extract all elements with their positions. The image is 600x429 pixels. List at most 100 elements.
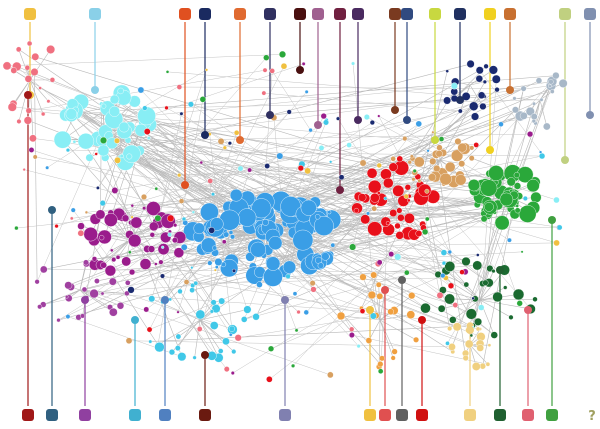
node [265, 256, 281, 271]
node [512, 96, 517, 101]
node [550, 89, 555, 94]
node [276, 152, 284, 160]
edge [103, 150, 183, 357]
node [125, 337, 133, 345]
node [454, 137, 462, 145]
node [177, 352, 187, 362]
node [467, 179, 481, 192]
node [488, 165, 504, 181]
node [390, 156, 396, 162]
node [109, 105, 120, 117]
node [512, 288, 525, 301]
category-icon [396, 409, 408, 421]
node [94, 278, 100, 284]
node [459, 269, 465, 275]
node [465, 308, 477, 320]
node [475, 326, 481, 332]
node [167, 214, 175, 222]
node [128, 234, 142, 248]
category-icon [199, 8, 211, 20]
edge [181, 113, 398, 258]
node [404, 269, 410, 276]
node [46, 45, 56, 54]
node [210, 299, 217, 306]
node [209, 321, 219, 330]
edge [185, 222, 482, 337]
node [535, 77, 543, 84]
edge [167, 71, 467, 97]
node [24, 75, 33, 83]
node [91, 256, 98, 262]
node [308, 127, 313, 133]
category-icon [494, 409, 506, 421]
node [210, 217, 224, 231]
node [445, 69, 449, 73]
node [294, 328, 299, 333]
node [424, 216, 430, 222]
node [437, 304, 446, 313]
node [2, 61, 12, 71]
node [143, 306, 150, 313]
node [130, 203, 135, 208]
node [383, 177, 394, 189]
node [464, 339, 474, 349]
hub-node [381, 286, 389, 294]
category-icon [334, 8, 346, 20]
node [407, 198, 411, 203]
edge [468, 88, 524, 345]
node [379, 355, 385, 362]
edge [34, 71, 38, 282]
edge [12, 106, 477, 146]
node [121, 256, 132, 267]
node [507, 237, 512, 243]
node [395, 231, 404, 240]
edge [146, 225, 257, 310]
hub-node [201, 131, 209, 139]
node [457, 108, 463, 114]
edge [18, 79, 31, 122]
edge [445, 109, 516, 180]
node [462, 354, 469, 362]
node [450, 82, 458, 90]
node [143, 128, 151, 135]
node [7, 102, 17, 112]
category-icon [416, 409, 428, 421]
node [101, 103, 107, 109]
node [443, 96, 452, 105]
node [128, 250, 132, 254]
node [176, 310, 180, 314]
node [139, 258, 152, 270]
node [189, 287, 195, 293]
node [420, 302, 431, 314]
node [539, 97, 544, 102]
edge [84, 289, 331, 376]
hub-node [398, 276, 406, 284]
edge [129, 115, 521, 235]
node [108, 277, 117, 286]
node [280, 62, 288, 70]
node [452, 322, 462, 332]
node [313, 216, 334, 236]
node [15, 46, 22, 53]
node [471, 112, 480, 121]
node [498, 121, 504, 127]
node [417, 178, 422, 183]
edge [418, 233, 490, 283]
node [309, 280, 316, 287]
hub-node [506, 86, 514, 94]
node [177, 173, 182, 178]
node [97, 144, 110, 157]
node [221, 239, 227, 245]
category-icon [89, 8, 101, 20]
node [230, 234, 236, 240]
node [348, 332, 355, 338]
node [532, 296, 538, 302]
node [229, 188, 243, 202]
hub-node [91, 86, 99, 94]
node [223, 231, 230, 238]
node [26, 40, 33, 47]
node [388, 251, 395, 258]
edge [290, 80, 540, 207]
edge [100, 103, 102, 215]
edge [79, 262, 87, 291]
